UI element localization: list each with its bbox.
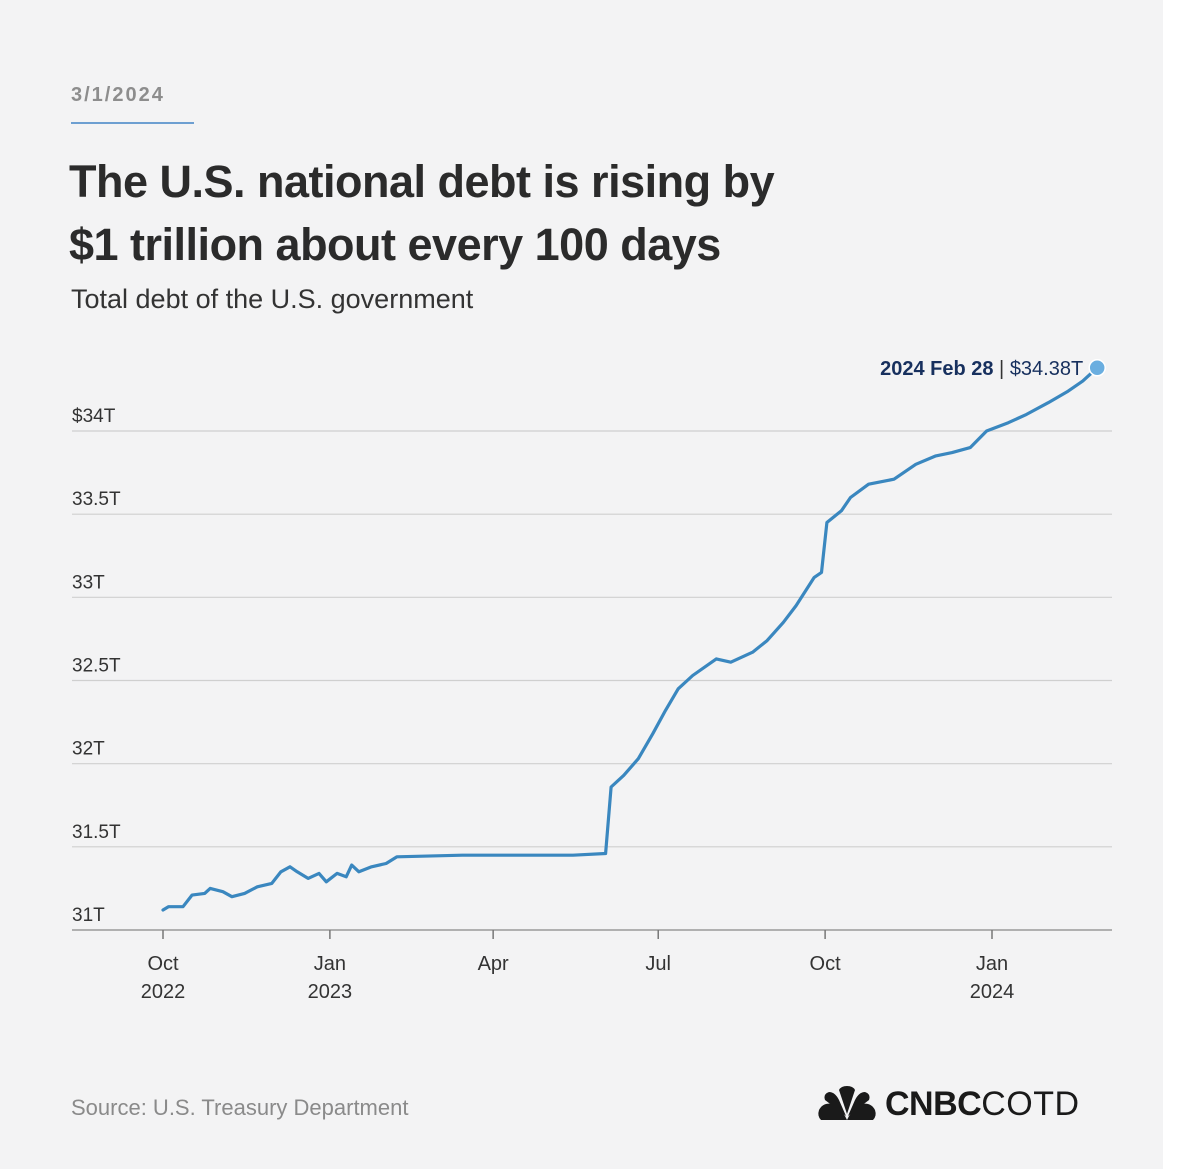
- last-point-value: $34.38T: [1010, 358, 1083, 380]
- y-tick-label: 31.5T: [72, 822, 121, 843]
- last-point-marker: [1088, 359, 1106, 377]
- last-point-label: 2024 Feb 28 | $34.38T: [880, 358, 1083, 380]
- last-point-date: 2024 Feb 28: [880, 358, 999, 380]
- y-tick-label: 31T: [72, 905, 105, 926]
- x-tick-label: Oct: [147, 953, 179, 975]
- y-tick-label: 33T: [72, 572, 105, 593]
- y-tick-label: 32T: [72, 739, 105, 760]
- y-tick-label: $34T: [72, 406, 116, 427]
- x-tick-label: Oct: [810, 953, 842, 975]
- chart-title-line-2: $1 trillion about every 100 days: [69, 219, 721, 270]
- chart-title: The U.S. national debt is rising by $1 t…: [69, 150, 1069, 276]
- x-tick-label: Jul: [645, 953, 671, 975]
- chart-subtitle: Total debt of the U.S. government: [71, 284, 474, 314]
- logo-suffix-text: COTD: [981, 1084, 1080, 1123]
- y-tick-label: 32.5T: [72, 656, 121, 677]
- x-tick-label: Apr: [478, 953, 509, 975]
- publish-date: 3/1/2024: [71, 84, 165, 106]
- x-tick-year-label: 2024: [970, 981, 1015, 1003]
- chart-title-line-1: The U.S. national debt is rising by: [69, 156, 775, 207]
- source-note: Source: U.S. Treasury Department: [71, 1095, 409, 1120]
- peacock-icon: [818, 1086, 876, 1120]
- x-tick-label: Jan: [976, 953, 1008, 975]
- x-tick-label: Jan: [314, 953, 346, 975]
- logo-brand-text: CNBC: [885, 1084, 982, 1123]
- debt-series-line: [161, 366, 1099, 912]
- cnbc-cotd-logo: CNBC COTD: [815, 1084, 1080, 1124]
- debt-line-chart: 31T 31.5T 32T 32.5T 33T 33.5T $34T Oct 2022 Jan 20…: [72, 358, 1112, 1003]
- x-tick-year-label: 2022: [141, 981, 186, 1003]
- y-tick-label: 33.5T: [72, 489, 121, 510]
- date-underline: [71, 122, 194, 124]
- x-tick-year-label: 2023: [308, 981, 353, 1003]
- last-point-separator: |: [999, 358, 1010, 380]
